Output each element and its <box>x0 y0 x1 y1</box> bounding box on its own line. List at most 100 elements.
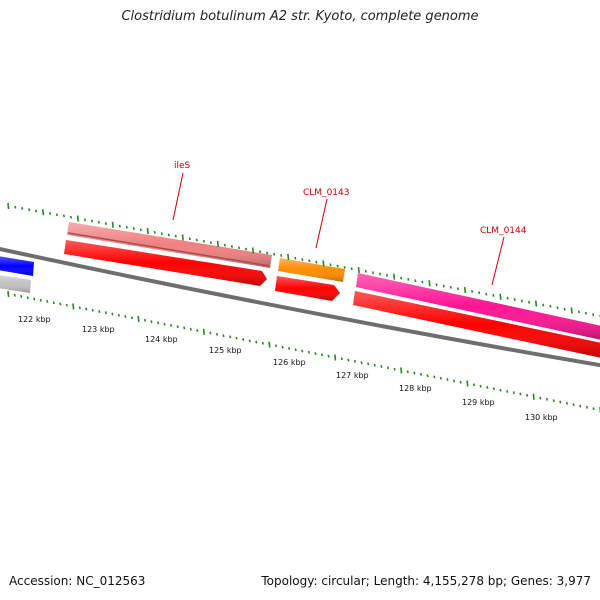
minor-tick <box>327 354 330 358</box>
major-tick <box>7 290 10 298</box>
minor-tick <box>35 209 38 213</box>
tick-label: 126 kbp <box>273 358 306 367</box>
minor-tick <box>592 407 595 411</box>
minor-tick <box>124 315 127 318</box>
minor-tick <box>170 324 173 327</box>
leader-CLM_0143 <box>315 198 328 249</box>
minor-tick <box>46 300 49 303</box>
minor-tick <box>373 363 376 367</box>
minor-tick <box>248 339 251 343</box>
minor-tick <box>111 312 114 316</box>
minor-tick <box>62 214 66 218</box>
major-tick <box>7 202 10 210</box>
tick-label: 130 kbp <box>525 413 558 422</box>
minor-tick <box>526 393 529 397</box>
minor-tick <box>519 392 522 396</box>
minor-tick <box>49 212 52 215</box>
minor-tick <box>343 265 346 269</box>
minor-tick <box>506 296 509 300</box>
minor-tick <box>69 215 73 219</box>
minor-tick <box>421 280 424 284</box>
minor-tick <box>406 370 409 374</box>
major-tick <box>287 253 290 260</box>
minor-tick <box>78 306 81 310</box>
leader-CLM_0144 <box>491 236 505 286</box>
minor-tick <box>139 228 142 232</box>
minor-tick <box>132 227 135 230</box>
minor-tick <box>439 376 442 380</box>
minor-tick <box>90 219 93 223</box>
major-tick <box>535 300 538 307</box>
minor-tick <box>315 260 318 264</box>
minor-tick <box>176 325 179 329</box>
minor-tick <box>65 303 68 307</box>
minor-tick <box>393 367 396 371</box>
minor-tick <box>242 338 245 341</box>
minor-tick <box>91 308 94 312</box>
minor-tick <box>479 384 482 388</box>
minor-tick <box>244 247 248 251</box>
minor-tick <box>413 371 416 375</box>
minor-tick <box>592 313 595 317</box>
major-tick <box>251 247 255 254</box>
cds-CLM_0143-shade <box>275 276 340 301</box>
ruler-lower <box>7 290 600 414</box>
major-tick <box>334 354 337 361</box>
major-tick <box>322 260 325 267</box>
minor-tick <box>492 387 495 391</box>
minor-tick <box>143 318 147 322</box>
cds-ileS-shade <box>64 240 267 286</box>
accession-text: Accession: NC_012563 <box>9 574 146 588</box>
minor-tick <box>400 276 403 280</box>
minor-tick <box>229 335 232 339</box>
minor-tick <box>492 294 495 297</box>
tick-label: 129 kbp <box>462 398 495 407</box>
map-title: Clostridium botulinum A2 str. Kyoto, com… <box>121 9 479 24</box>
minor-tick <box>556 306 559 310</box>
minor-tick <box>520 299 523 303</box>
tick-label: 123 kbp <box>82 325 115 334</box>
minor-tick <box>183 326 186 330</box>
minor-tick <box>215 332 219 336</box>
gene-CLM_0143-shade <box>278 258 345 282</box>
minor-tick <box>21 207 24 210</box>
minor-tick <box>442 284 445 288</box>
minor-tick <box>486 386 489 389</box>
tick-label: 127 kbp <box>336 371 369 380</box>
minor-tick <box>350 267 353 271</box>
minor-tick <box>414 279 417 283</box>
tick-label: 122 kbp <box>18 315 51 324</box>
minor-tick <box>104 311 107 315</box>
minor-tick <box>572 403 575 407</box>
minor-tick <box>449 285 452 289</box>
minor-tick <box>453 379 456 383</box>
major-tick <box>400 367 403 374</box>
minor-tick <box>163 322 166 326</box>
gene-label-ileS: ileS <box>174 161 191 171</box>
minor-tick <box>153 230 156 234</box>
minor-tick <box>117 313 120 317</box>
major-tick <box>111 221 114 228</box>
major-tick <box>181 234 184 241</box>
ruler-labels: 122 kbp 123 kbp 124 kbp 125 kbp 126 kbp … <box>18 315 558 422</box>
minor-tick <box>367 362 370 366</box>
minor-tick <box>585 405 589 409</box>
minor-tick <box>274 344 278 348</box>
minor-tick <box>281 345 284 349</box>
major-tick <box>72 303 75 310</box>
minor-tick <box>499 388 502 392</box>
minor-tick <box>222 334 225 338</box>
minor-tick <box>563 307 566 311</box>
minor-tick <box>385 273 389 277</box>
major-tick <box>570 307 573 314</box>
minor-tick <box>261 341 264 345</box>
minor-tick <box>294 348 297 352</box>
major-tick <box>466 380 469 387</box>
minor-tick <box>364 269 367 273</box>
major-tick <box>146 228 149 235</box>
minor-tick <box>174 234 177 238</box>
minor-tick <box>459 380 462 384</box>
minor-tick <box>435 283 438 287</box>
gene-label-CLM_0143: CLM_0143 <box>303 188 349 198</box>
